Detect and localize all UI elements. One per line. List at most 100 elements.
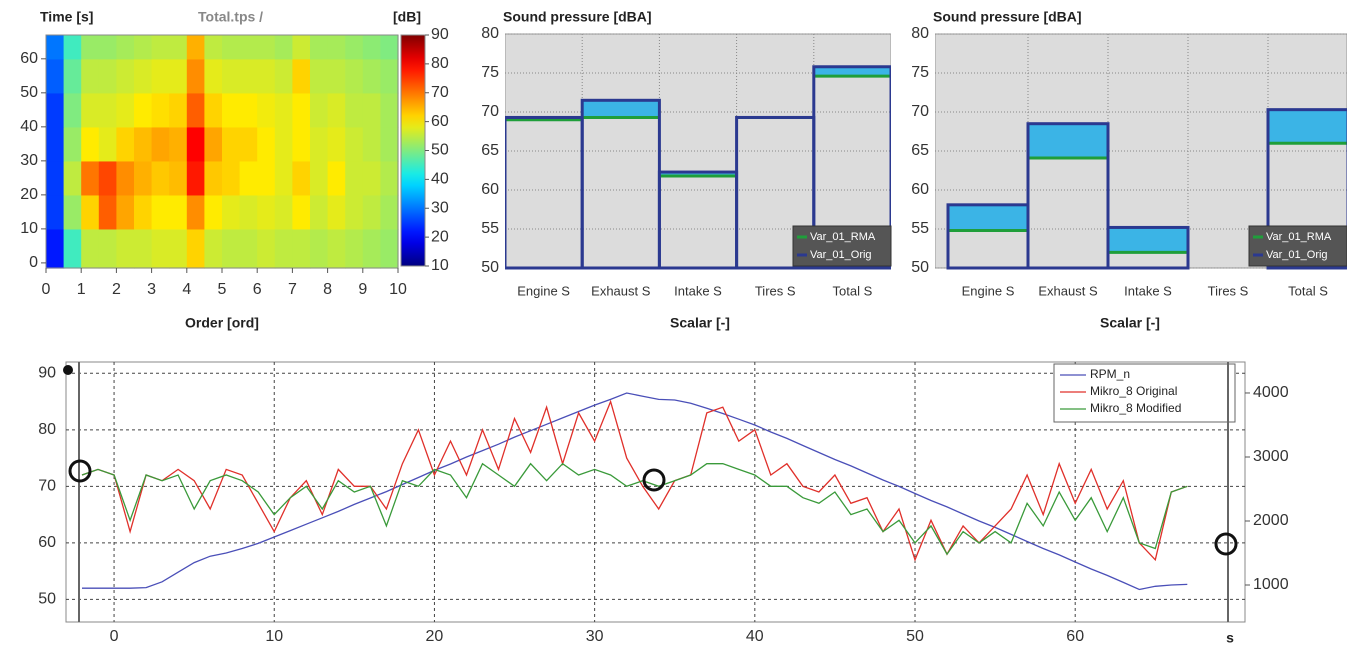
- x-tick-label: Exhaust S: [1038, 283, 1098, 298]
- heatmap-cell: [98, 92, 117, 128]
- heatmap-cell: [134, 126, 153, 162]
- heatmap-cell: [63, 92, 82, 128]
- heatmap-cell: [222, 160, 241, 196]
- y-tick-label: 60: [38, 534, 56, 551]
- heatmap-cell: [151, 160, 170, 196]
- heatmap-cell: [116, 35, 135, 60]
- y-tick-label: 90: [38, 365, 56, 382]
- y-tick-label: 70: [481, 103, 499, 120]
- heatmap-cell: [380, 194, 399, 230]
- legend-label: RPM_n: [1090, 367, 1130, 381]
- y-tick-label: 50: [38, 591, 56, 608]
- heatmap-cell: [257, 228, 276, 269]
- y2-tick-label: 2000: [1253, 512, 1289, 529]
- heatmap-cell: [222, 92, 241, 128]
- heatmap-cell: [169, 35, 188, 60]
- difference-region: [1268, 109, 1347, 144]
- heatmap-cell: [186, 228, 205, 269]
- heatmap-cell: [169, 126, 188, 162]
- heatmap-cell: [46, 35, 65, 60]
- heatmap-cell: [98, 126, 117, 162]
- x-tick-label: 8: [323, 281, 332, 298]
- heatmap-cell: [274, 194, 293, 230]
- heatmap-cell: [310, 35, 329, 60]
- heatmap-cell: [327, 58, 346, 94]
- heatmap-cell: [116, 160, 135, 196]
- heatmap-cell: [274, 58, 293, 94]
- x-tick-label: 3: [147, 281, 156, 298]
- heatmap-cell: [327, 126, 346, 162]
- colorbar-tick-label: 90: [431, 26, 449, 43]
- plot: [505, 33, 891, 270]
- x-tick-label: 10: [389, 281, 407, 298]
- heatmap-cell: [116, 126, 135, 162]
- x-tick-label: 1: [77, 281, 86, 298]
- y-tick-label: 60: [20, 50, 38, 67]
- y-tick-label: 70: [38, 478, 56, 495]
- x-axis-label: Scalar [-]: [670, 315, 730, 331]
- difference-region: [1108, 227, 1188, 253]
- heatmap-cell: [310, 126, 329, 162]
- x-axis-label: Scalar [-]: [1100, 315, 1160, 331]
- heatmap-cell: [345, 160, 364, 196]
- heatmap-cell: [239, 92, 258, 128]
- y-tick-label: 70: [911, 103, 929, 120]
- heatmap-cell: [380, 126, 399, 162]
- heatmap-cell: [134, 92, 153, 128]
- heatmap-cell: [310, 194, 329, 230]
- x-tick-label: Exhaust S: [591, 283, 651, 298]
- y-tick-label: 75: [481, 64, 499, 81]
- x-tick-label: Engine S: [517, 283, 570, 298]
- heatmap-cell: [98, 58, 117, 94]
- y-tick-label: 80: [481, 25, 499, 42]
- heatmap-cell: [362, 92, 381, 128]
- cursor-marker: [68, 459, 92, 483]
- y2-tick-label: 3000: [1253, 448, 1289, 465]
- heatmap-cell: [239, 194, 258, 230]
- y-tick-label: 55: [911, 220, 929, 237]
- heatmap-cell: [274, 126, 293, 162]
- cursor-overlay: [63, 362, 1238, 622]
- heatmap-cell: [292, 194, 311, 230]
- heatmap-cell: [46, 92, 65, 128]
- heatmap-cell: [186, 194, 205, 230]
- x-tick-label: 0: [110, 628, 119, 645]
- y-tick-label: 20: [20, 186, 38, 203]
- x-tick-label: 50: [906, 628, 924, 645]
- heatmap-cell: [362, 194, 381, 230]
- heatmap-cell: [46, 126, 65, 162]
- colorbar-tick-label: 30: [431, 199, 449, 216]
- heatmap-cell: [63, 160, 82, 196]
- heatmap-cell: [222, 35, 241, 60]
- heatmap-cell: [81, 228, 100, 269]
- heatmap-cell: [274, 92, 293, 128]
- difference-region: [813, 66, 891, 77]
- heatmap-cell: [81, 92, 100, 128]
- heatmap-cell: [222, 228, 241, 269]
- cursor-marker: [1214, 532, 1238, 556]
- x-tick-label: 30: [586, 628, 604, 645]
- y-tick-label: 50: [481, 259, 499, 276]
- legend-box: [1053, 363, 1236, 423]
- colorbar: [400, 34, 426, 267]
- series-line: [81, 462, 1188, 556]
- y2-tick-label: 1000: [1253, 576, 1289, 593]
- x-tick-label: 20: [426, 628, 444, 645]
- heatmap-cell: [134, 194, 153, 230]
- heatmap-cell: [345, 228, 364, 269]
- y-tick-label: 80: [38, 421, 56, 438]
- heatmap-cell: [116, 228, 135, 269]
- series-line: [81, 399, 1188, 562]
- plot-background: [65, 361, 1246, 623]
- heatmap-cell: [292, 228, 311, 269]
- heatmap-cell: [274, 160, 293, 196]
- heatmap-cell: [98, 228, 117, 269]
- heatmap-cell: [380, 92, 399, 128]
- chart-title: Sound pressure [dBA]: [933, 9, 1082, 25]
- heatmap-cell: [63, 126, 82, 162]
- heatmap-cell: [186, 58, 205, 94]
- heatmap-cell: [151, 194, 170, 230]
- heatmap-cell: [134, 228, 153, 269]
- heatmap-cell: [63, 228, 82, 269]
